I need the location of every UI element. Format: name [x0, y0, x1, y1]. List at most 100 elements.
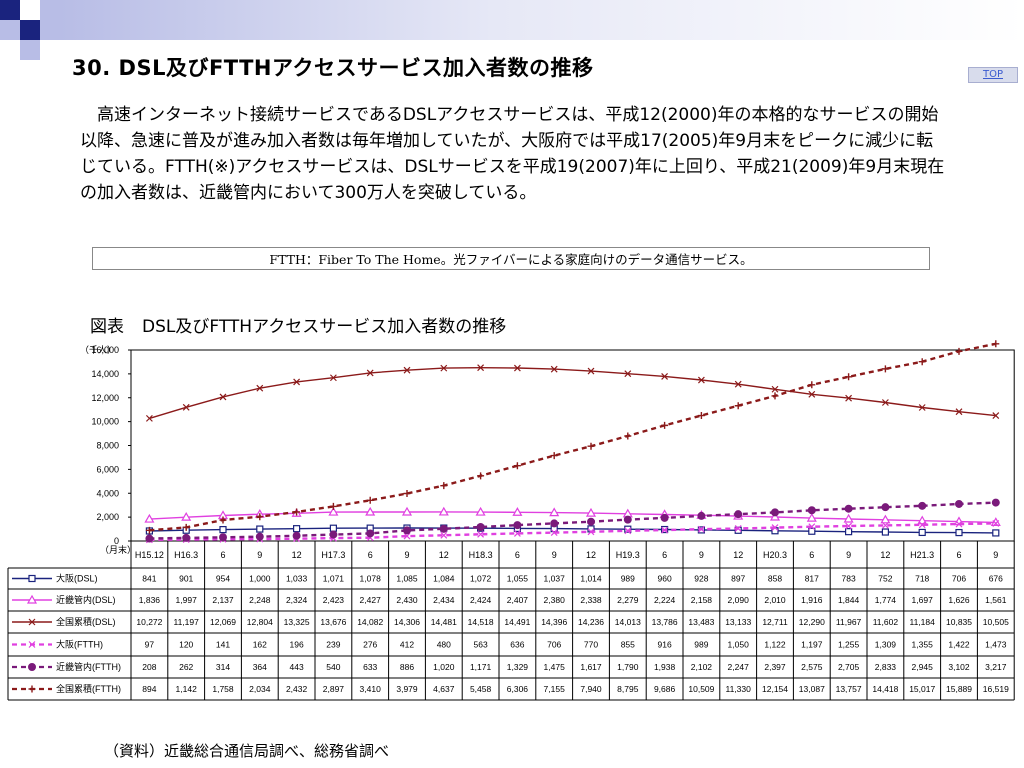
series-6-point [550, 452, 558, 460]
top-link[interactable]: TOP [968, 67, 1018, 83]
series-3-point [219, 393, 227, 401]
series-6-point [477, 472, 485, 480]
series-5-value: 1,617 [580, 662, 602, 672]
series-6-value: 15,017 [909, 684, 935, 694]
series-4-point [550, 529, 558, 536]
series-2-value: 2,158 [691, 595, 713, 605]
series-1-value: 897 [731, 574, 745, 584]
series-3-point [256, 384, 264, 392]
series-3-value: 14,491 [504, 617, 530, 627]
series-2-value: 2,324 [286, 595, 308, 605]
series-4-value: 412 [400, 640, 414, 650]
series-4-legend-label: 大阪(FTTH) [56, 639, 103, 650]
series-1-point [624, 525, 632, 533]
series-1-point [918, 528, 926, 537]
series-4-value: 1,473 [985, 640, 1007, 650]
series-5-point [955, 499, 963, 508]
series-3-value: 11,184 [910, 617, 936, 627]
series-1-point [329, 524, 337, 532]
series-5-legend-marker [28, 663, 36, 671]
series-4-point [955, 520, 963, 528]
header-gradient-bar [60, 0, 1024, 40]
series-4-value: 239 [326, 640, 340, 650]
series-6-point [771, 392, 779, 400]
series-6-point [182, 523, 190, 531]
series-1-value: 1,085 [396, 574, 418, 584]
series-3-value: 14,236 [578, 617, 604, 627]
x-tick-label: H15.12 [135, 550, 164, 560]
series-3-point [477, 364, 485, 372]
series-5-legend-label: 近畿管内(FTTH) [56, 661, 121, 672]
series-3-point [182, 403, 190, 411]
series-5-value: 2,575 [801, 662, 823, 672]
series-3-point [697, 376, 705, 384]
series-5-point [734, 510, 743, 519]
series-4-point [734, 525, 742, 532]
series-2-value: 1,916 [801, 595, 823, 605]
series-1-value: 1,078 [360, 574, 382, 584]
series-6-point [403, 490, 411, 498]
series-5-value: 364 [253, 662, 267, 672]
series-4-value: 989 [694, 640, 708, 650]
series-4-value: 1,255 [838, 640, 860, 650]
series-3-point [587, 367, 595, 375]
series-2-point [144, 513, 155, 523]
series-6-point [992, 340, 1000, 348]
series-3-value: 13,483 [688, 617, 714, 627]
series-6-value: 15,889 [946, 684, 972, 694]
series-3-point [550, 365, 558, 373]
series-5-point [881, 503, 890, 512]
series-3-point [440, 364, 448, 372]
series-5-value: 2,945 [912, 662, 934, 672]
y-tick-label: 6,000 [96, 464, 119, 474]
series-5-value: 1,020 [433, 662, 455, 672]
series-2-value: 2,407 [507, 595, 529, 605]
series-2-point [181, 511, 192, 521]
series-1-point [293, 525, 301, 533]
series-3-point [145, 414, 153, 422]
series-5-point [255, 532, 264, 541]
series-1-value: 718 [915, 574, 929, 584]
series-4-value: 1,197 [801, 640, 823, 650]
decor-square [0, 0, 20, 20]
series-6-point [145, 526, 153, 534]
series-1-value: 1,000 [249, 574, 271, 584]
series-5-point [587, 517, 595, 526]
series-5-value: 540 [326, 662, 340, 672]
series-2-point [880, 514, 891, 524]
series-3-value: 13,676 [320, 617, 346, 627]
decor-square [0, 20, 20, 40]
series-5-point [991, 498, 1000, 507]
series-6-value: 1,142 [176, 684, 198, 694]
y-tick-label: 8,000 [96, 441, 119, 451]
series-6-point [329, 502, 337, 510]
series-6-point [845, 373, 853, 381]
series-4-point [440, 531, 448, 539]
series-5-value: 3,217 [985, 662, 1007, 672]
series-2-point [365, 506, 376, 516]
series-6-point [624, 432, 632, 440]
series-6-value: 13,087 [799, 684, 825, 694]
series-6-value: 2,034 [249, 684, 271, 694]
x-tick-label: 9 [846, 550, 851, 560]
series-6-value: 2,432 [286, 684, 308, 694]
series-6-value: 16,519 [983, 684, 1009, 694]
intro-text: 高速インターネット接続サービスであるDSLアクセスサービスは、平成12(2000… [80, 105, 945, 203]
series-4-point [513, 529, 521, 537]
series-1-value: 1,084 [433, 574, 455, 584]
series-5-value: 1,329 [507, 662, 529, 672]
series-6-value: 13,757 [836, 684, 862, 694]
series-5-point [145, 534, 154, 543]
series-5-value: 2,397 [764, 662, 786, 672]
ftth-note: FTTH：Fiber To The Home。光ファイバーによる家庭向けのデータ… [92, 247, 930, 270]
series-2-value: 2,430 [396, 595, 418, 605]
series-6-point [808, 381, 816, 389]
x-tick-label: 9 [552, 550, 557, 560]
series-1-value: 1,055 [507, 574, 529, 584]
series-4-value: 1,355 [912, 640, 934, 650]
series-6-value: 10,509 [688, 684, 714, 694]
series-3-point [918, 404, 926, 411]
series-3-point [329, 374, 337, 382]
x-tick-label: 12 [733, 550, 743, 560]
series-1-value: 1,072 [470, 574, 492, 584]
